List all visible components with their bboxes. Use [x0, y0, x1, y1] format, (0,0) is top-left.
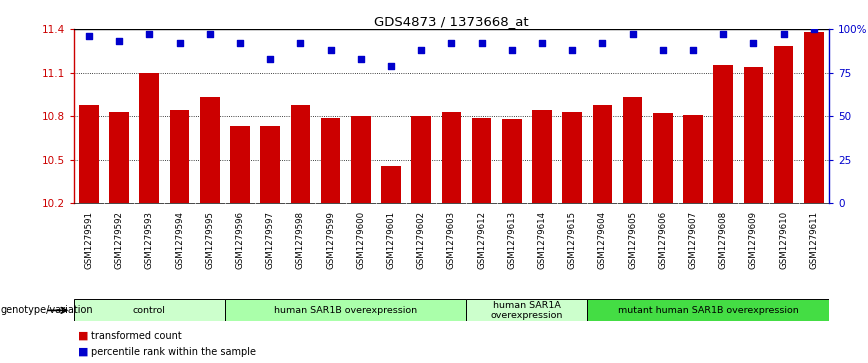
Bar — [502, 119, 522, 203]
Bar — [588, 299, 829, 321]
Text: GSM1279611: GSM1279611 — [809, 211, 819, 269]
Point — [535, 40, 549, 46]
Text: GSM1279609: GSM1279609 — [749, 211, 758, 269]
Point — [746, 40, 760, 46]
Text: GSM1279595: GSM1279595 — [205, 211, 214, 269]
Text: GSM1279591: GSM1279591 — [84, 211, 94, 269]
Text: ■: ■ — [78, 347, 89, 357]
Point — [656, 47, 670, 53]
Point — [293, 40, 307, 46]
Point — [505, 47, 519, 53]
Bar — [683, 115, 703, 203]
Bar — [225, 299, 466, 321]
Text: ■: ■ — [78, 331, 89, 341]
Text: GSM1279615: GSM1279615 — [568, 211, 576, 269]
Bar — [381, 166, 401, 203]
Point — [565, 47, 579, 53]
Text: GSM1279598: GSM1279598 — [296, 211, 305, 269]
Text: GSM1279593: GSM1279593 — [145, 211, 154, 269]
Text: genotype/variation: genotype/variation — [1, 305, 94, 315]
Text: GSM1279604: GSM1279604 — [598, 211, 607, 269]
Bar — [532, 110, 552, 203]
Bar — [169, 110, 189, 203]
Text: GSM1279601: GSM1279601 — [386, 211, 396, 269]
Point — [444, 40, 458, 46]
Point — [807, 26, 821, 32]
Bar — [622, 97, 642, 203]
Point — [142, 31, 156, 37]
Point — [173, 40, 187, 46]
Point — [263, 56, 277, 62]
Point — [414, 47, 428, 53]
Text: GSM1279592: GSM1279592 — [115, 211, 123, 269]
Text: GSM1279607: GSM1279607 — [688, 211, 698, 269]
Bar — [320, 118, 340, 203]
Point — [686, 47, 700, 53]
Point — [354, 56, 368, 62]
Text: GSM1279602: GSM1279602 — [417, 211, 425, 269]
Point — [112, 38, 126, 44]
Text: percentile rank within the sample: percentile rank within the sample — [91, 347, 256, 357]
Bar — [713, 65, 733, 203]
Point — [626, 31, 640, 37]
Text: GSM1279594: GSM1279594 — [175, 211, 184, 269]
Text: GSM1279599: GSM1279599 — [326, 211, 335, 269]
Text: human SAR1A
overexpression: human SAR1A overexpression — [490, 301, 563, 320]
Bar — [260, 126, 280, 203]
Text: GSM1279613: GSM1279613 — [507, 211, 516, 269]
Bar — [744, 67, 763, 203]
Text: mutant human SAR1B overexpression: mutant human SAR1B overexpression — [618, 306, 799, 315]
Title: GDS4873 / 1373668_at: GDS4873 / 1373668_at — [374, 15, 529, 28]
Point — [595, 40, 609, 46]
Bar — [109, 112, 129, 203]
Text: GSM1279596: GSM1279596 — [235, 211, 245, 269]
Bar — [351, 116, 371, 203]
Bar — [562, 112, 582, 203]
Bar — [230, 126, 250, 203]
Point — [475, 40, 489, 46]
Bar — [466, 299, 588, 321]
Bar — [291, 105, 310, 203]
Bar — [411, 116, 431, 203]
Point — [384, 63, 398, 69]
Text: human SAR1B overexpression: human SAR1B overexpression — [274, 306, 418, 315]
Text: GSM1279608: GSM1279608 — [719, 211, 727, 269]
Bar — [773, 46, 793, 203]
Text: GSM1279610: GSM1279610 — [779, 211, 788, 269]
Point — [203, 31, 217, 37]
Bar — [200, 97, 220, 203]
Bar — [442, 112, 461, 203]
Bar — [593, 105, 612, 203]
Bar — [74, 299, 225, 321]
Text: GSM1279614: GSM1279614 — [537, 211, 547, 269]
Text: transformed count: transformed count — [91, 331, 182, 341]
Bar — [140, 73, 159, 203]
Text: GSM1279600: GSM1279600 — [356, 211, 365, 269]
Point — [233, 40, 247, 46]
Text: GSM1279603: GSM1279603 — [447, 211, 456, 269]
Bar — [653, 113, 673, 203]
Text: GSM1279597: GSM1279597 — [266, 211, 274, 269]
Bar — [79, 105, 99, 203]
Bar — [804, 32, 824, 203]
Bar — [471, 118, 491, 203]
Point — [716, 31, 730, 37]
Text: GSM1279605: GSM1279605 — [628, 211, 637, 269]
Point — [777, 31, 791, 37]
Point — [324, 47, 338, 53]
Text: GSM1279612: GSM1279612 — [477, 211, 486, 269]
Text: GSM1279606: GSM1279606 — [658, 211, 667, 269]
Text: control: control — [133, 306, 166, 315]
Point — [82, 33, 95, 39]
